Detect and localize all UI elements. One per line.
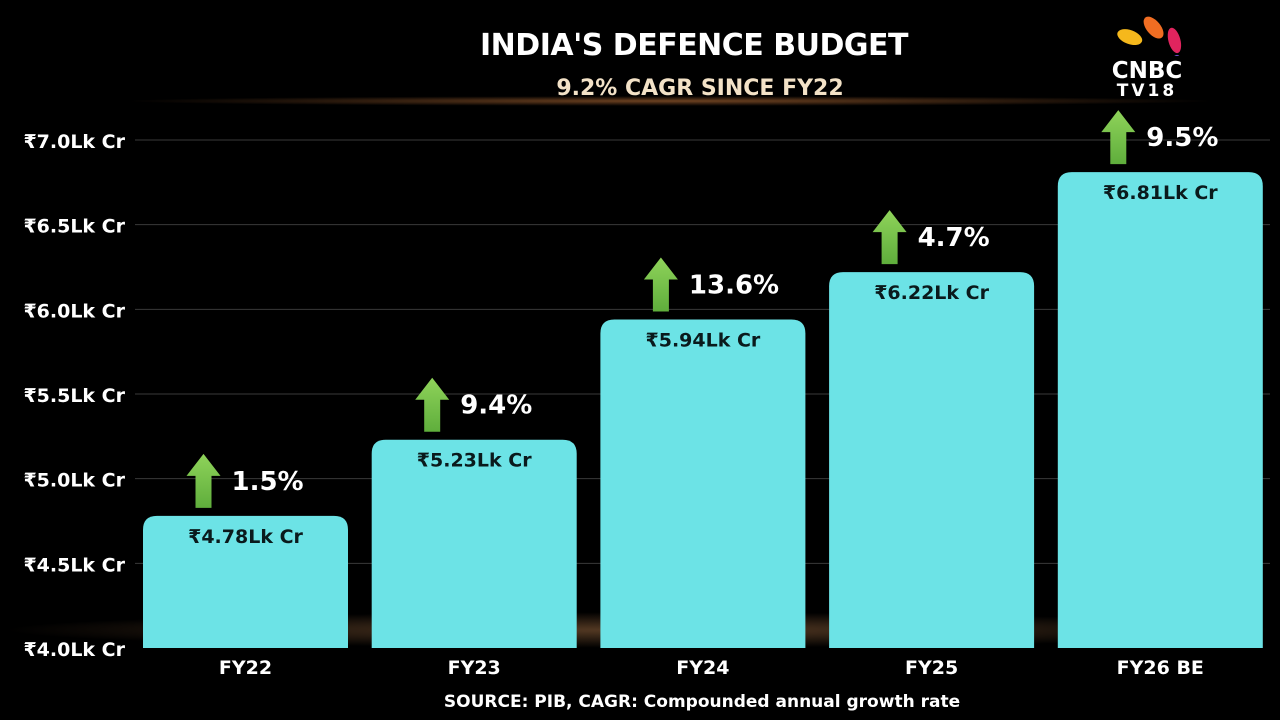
up-arrow-icon — [872, 210, 907, 265]
x-tick-label: FY23 — [448, 657, 501, 679]
bar — [143, 515, 348, 648]
up-arrow-icon — [186, 453, 221, 508]
y-tick-label: ₹6.5Lk Cr — [23, 216, 125, 238]
logo-text-tv18: TV18 — [1116, 81, 1178, 101]
growth-label: 9.5% — [1146, 123, 1218, 153]
bar-value-label: ₹5.23Lk Cr — [417, 450, 532, 472]
title-glow — [120, 96, 1220, 106]
chart-title: INDIA'S DEFENCE BUDGET — [480, 28, 908, 63]
bar-value-label: ₹6.22Lk Cr — [874, 282, 989, 304]
bar — [829, 272, 1035, 648]
growth-label: 4.7% — [918, 223, 990, 253]
bar — [371, 439, 577, 648]
growth-label: 9.4% — [460, 391, 532, 421]
bar — [600, 319, 806, 648]
y-tick-label: ₹7.0Lk Cr — [23, 131, 125, 153]
up-arrow-icon — [1101, 110, 1136, 165]
bar-value-label: ₹5.94Lk Cr — [646, 329, 761, 351]
x-tick-label: FY26 BE — [1117, 657, 1204, 679]
bar-value-label: ₹6.81Lk Cr — [1103, 182, 1218, 204]
up-arrow-icon — [643, 257, 678, 312]
growth-label: 1.5% — [232, 467, 304, 497]
y-tick-label: ₹4.0Lk Cr — [23, 639, 125, 661]
y-tick-label: ₹5.5Lk Cr — [23, 385, 125, 407]
y-tick-label: ₹5.0Lk Cr — [23, 470, 125, 492]
source-note: SOURCE: PIB, CAGR: Compounded annual gro… — [443, 692, 961, 712]
x-tick-label: FY25 — [905, 657, 958, 679]
y-tick-label: ₹6.0Lk Cr — [23, 300, 125, 322]
bar — [1057, 172, 1263, 648]
logo-text-cnbc: CNBC — [1111, 58, 1183, 84]
x-tick-label: FY24 — [676, 657, 729, 679]
y-tick-label: ₹4.5Lk Cr — [23, 554, 125, 576]
x-tick-label: FY22 — [219, 657, 272, 679]
chart-subtitle: 9.2% CAGR SINCE FY22 — [556, 76, 844, 101]
growth-label: 13.6% — [689, 270, 779, 300]
cnbc-tv18-logo: CNBC TV18 — [1105, 12, 1189, 100]
bar-value-label: ₹4.78Lk Cr — [188, 526, 303, 548]
up-arrow-icon — [415, 377, 450, 432]
